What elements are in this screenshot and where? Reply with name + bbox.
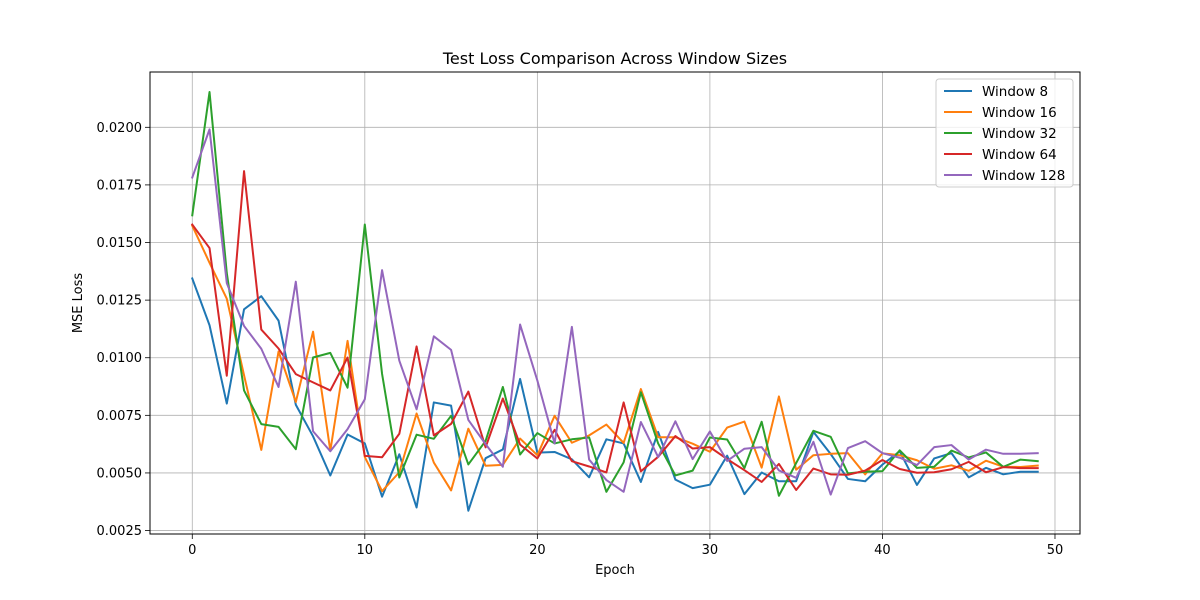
x-axis: 0 10 20 30 40 50 bbox=[188, 534, 1063, 558]
y-tick-label: 0.0150 bbox=[97, 236, 143, 251]
chart-title: Test Loss Comparison Across Window Sizes bbox=[442, 49, 787, 68]
series-line-window-128 bbox=[190, 128, 1039, 496]
legend-box bbox=[935, 78, 1074, 188]
y-axis-title: MSE Loss bbox=[71, 273, 86, 334]
series-line-window-32 bbox=[191, 91, 1039, 497]
x-tick-label: 30 bbox=[702, 543, 719, 558]
y-tick-label: 0.0200 bbox=[97, 121, 143, 136]
legend-label: Window 64 bbox=[982, 147, 1057, 163]
y-tick-label: 0.0100 bbox=[97, 351, 143, 366]
series-line-window-64 bbox=[190, 170, 1039, 491]
legend-label: Window 8 bbox=[982, 84, 1048, 100]
series-lines bbox=[190, 91, 1039, 512]
plot-frame bbox=[149, 71, 1081, 535]
y-tick-label: 0.0025 bbox=[97, 524, 143, 539]
y-tick-label: 0.0075 bbox=[97, 409, 143, 424]
legend-label: Window 16 bbox=[982, 105, 1057, 121]
grid bbox=[150, 72, 1080, 534]
x-tick-label: 40 bbox=[874, 543, 891, 558]
legend-label: Window 128 bbox=[982, 168, 1065, 184]
y-tick-label: 0.0175 bbox=[97, 178, 143, 193]
y-tick-label: 0.0050 bbox=[97, 466, 143, 481]
legend-label: Window 32 bbox=[982, 126, 1057, 142]
legend: Window 8 Window 16 Window 32 Window 64 Windo… bbox=[935, 78, 1074, 188]
x-axis-title: Epoch bbox=[595, 563, 635, 578]
x-tick-label: 20 bbox=[529, 543, 546, 558]
x-tick-label: 0 bbox=[188, 543, 196, 558]
y-axis: 0.0025 0.0050 0.0075 0.0100 0.0125 0.0150 0.01… bbox=[97, 121, 150, 539]
y-tick-label: 0.0125 bbox=[97, 294, 143, 309]
x-tick-label: 10 bbox=[357, 543, 374, 558]
x-tick-label: 50 bbox=[1047, 543, 1064, 558]
